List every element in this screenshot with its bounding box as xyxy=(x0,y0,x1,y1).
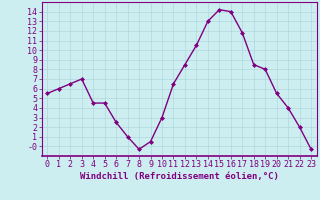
X-axis label: Windchill (Refroidissement éolien,°C): Windchill (Refroidissement éolien,°C) xyxy=(80,172,279,181)
